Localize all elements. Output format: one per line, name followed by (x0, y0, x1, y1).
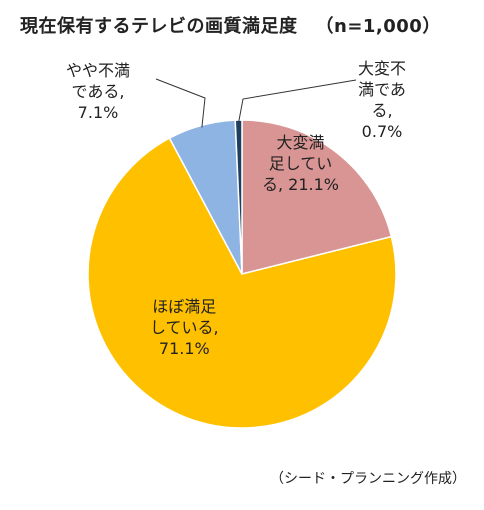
slice-label-line: ほぼ満足 (152, 297, 217, 316)
source-credit: （シード・プランニング作成） (270, 471, 466, 487)
pie-slice-very-satisfied (241, 119, 393, 275)
slice-label-line: 足してい (268, 154, 333, 173)
chart-title-text: 現在保有するテレビの画質満足度 (20, 16, 298, 37)
slice-label-line: 大変満 (276, 133, 325, 152)
slice-label-line: 71.1% (158, 339, 210, 358)
slice-label-line: る, 21.1% (262, 175, 340, 194)
slice-label-mostly-satisfied: ほぼ満足している, 71.1% (150, 296, 219, 359)
slice-label-line: る, (371, 101, 393, 120)
slice-label-line: 大変不 (358, 59, 407, 78)
chart-title: 現在保有するテレビの画質満足度 （n=1,000） (20, 12, 441, 38)
slice-label-line: やや不満 (66, 61, 131, 80)
slice-label-somewhat-dissatisfied: やや不満である, 7.1% (66, 60, 130, 123)
pie-slice-mostly-satisfied (87, 137, 397, 429)
leader-line-somewhat-dissatisfied (155, 78, 206, 128)
slice-label-very-dissatisfied: 大変不満である, 0.7% (358, 58, 406, 142)
sample-size-label: （n=1,000） (315, 16, 441, 37)
slice-label-line: 7.1% (77, 103, 119, 122)
slice-label-very-satisfied: 大変満足している, 21.1% (262, 132, 339, 195)
slice-label-line: 0.7% (361, 122, 403, 141)
slice-label-line: である, (71, 82, 125, 101)
slice-label-line: 満であ (358, 80, 406, 99)
slice-label-line: している, (150, 318, 219, 337)
leader-line-very-dissatisfied (238, 79, 357, 123)
